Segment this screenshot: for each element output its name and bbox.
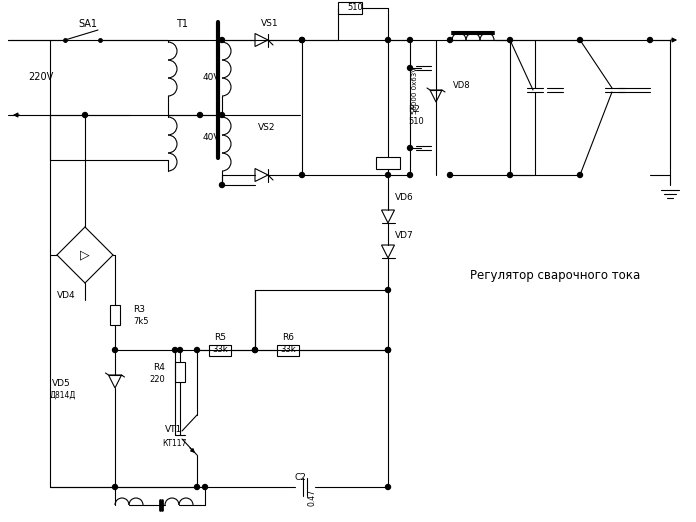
Circle shape [299, 38, 305, 42]
Bar [175, 362, 185, 382]
Circle shape [198, 113, 203, 117]
Text: 40V: 40V [203, 134, 221, 143]
Text: 40V: 40V [203, 74, 221, 82]
Circle shape [578, 38, 583, 42]
Text: SA1: SA1 [79, 19, 97, 29]
Circle shape [386, 172, 390, 177]
Circle shape [177, 348, 182, 352]
Text: VD8: VD8 [453, 80, 470, 89]
Text: T1: T1 [176, 19, 188, 29]
Circle shape [386, 484, 390, 490]
Circle shape [173, 348, 177, 352]
Text: R2: R2 [408, 105, 420, 114]
Text: VD5: VD5 [52, 378, 71, 387]
Text: VD7: VD7 [395, 231, 413, 240]
Text: КТ117: КТ117 [162, 438, 187, 447]
Circle shape [448, 38, 452, 42]
Circle shape [386, 38, 390, 42]
Text: 0.47: 0.47 [308, 489, 317, 505]
Circle shape [253, 348, 258, 352]
Bar [110, 305, 120, 325]
Circle shape [578, 172, 583, 177]
Circle shape [194, 348, 200, 352]
Text: 220V: 220V [28, 72, 54, 82]
Text: VS2: VS2 [258, 124, 276, 133]
Text: ▷: ▷ [80, 248, 90, 262]
Text: R3: R3 [133, 305, 145, 314]
Text: 50000 0x63V: 50000 0x63V [412, 66, 418, 113]
Circle shape [219, 183, 225, 187]
Text: 33k: 33k [212, 346, 228, 354]
Circle shape [113, 348, 118, 352]
Circle shape [507, 38, 512, 42]
Circle shape [83, 113, 88, 117]
Text: VT1: VT1 [165, 425, 182, 434]
Bar [277, 345, 299, 355]
Circle shape [507, 172, 512, 177]
Bar [209, 345, 231, 355]
Circle shape [253, 348, 258, 352]
Circle shape [647, 38, 653, 42]
Circle shape [407, 146, 413, 150]
Text: R6: R6 [282, 334, 294, 342]
Circle shape [407, 38, 413, 42]
Text: 510: 510 [408, 117, 424, 126]
Circle shape [386, 348, 390, 352]
Text: 7k5: 7k5 [133, 317, 148, 326]
Circle shape [386, 288, 390, 292]
Text: Д814Д: Д814Д [50, 390, 77, 399]
Text: 33k: 33k [280, 346, 296, 354]
Circle shape [219, 38, 225, 42]
Circle shape [299, 172, 305, 177]
Text: Регулятор сварочного тока: Регулятор сварочного тока [470, 268, 640, 281]
Circle shape [407, 65, 413, 70]
Circle shape [113, 484, 118, 490]
Circle shape [386, 348, 390, 352]
Text: VS1: VS1 [261, 19, 279, 29]
Circle shape [299, 38, 305, 42]
Circle shape [407, 172, 413, 177]
Circle shape [203, 484, 207, 490]
Circle shape [219, 113, 225, 117]
Text: VD4: VD4 [57, 291, 76, 300]
Text: C2: C2 [294, 472, 306, 481]
Bar [338, 2, 362, 14]
Text: 510: 510 [347, 4, 363, 13]
Text: 220: 220 [149, 375, 165, 385]
Circle shape [194, 484, 200, 490]
Text: R5: R5 [214, 334, 226, 342]
Text: VD6: VD6 [395, 194, 413, 203]
Bar [376, 157, 400, 169]
Text: R4: R4 [153, 363, 165, 373]
Circle shape [448, 172, 452, 177]
